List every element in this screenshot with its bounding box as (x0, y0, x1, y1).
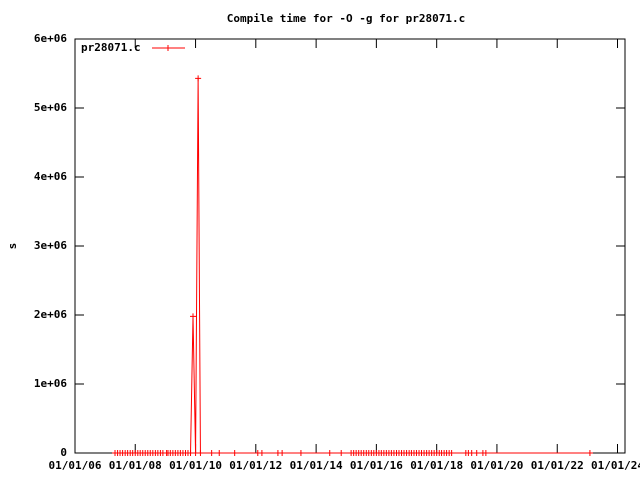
point (473, 450, 480, 456)
y-tick-label: 4e+06 (34, 170, 67, 183)
x-tick-label: 01/01/08 (109, 459, 162, 472)
point (197, 450, 204, 456)
point (195, 75, 202, 82)
point (216, 450, 223, 456)
point (258, 450, 265, 456)
y-tick-label: 6e+06 (34, 32, 67, 45)
point (448, 450, 455, 456)
y-tick-label: 1e+06 (34, 377, 67, 390)
point (482, 450, 489, 456)
x-tick-label: 01/01/12 (229, 459, 282, 472)
point (326, 450, 333, 456)
y-tick-label: 0 (60, 446, 67, 459)
legend-marker (165, 45, 171, 51)
point (208, 450, 215, 456)
x-tick-label: 01/01/06 (49, 459, 102, 472)
x-tick-label: 01/01/24 (591, 459, 640, 472)
point (190, 313, 197, 320)
chart-title: Compile time for -O -g for pr28071.c (227, 12, 465, 25)
y-axis-label: s (6, 243, 19, 250)
x-tick-label: 01/01/10 (169, 459, 222, 472)
point (586, 450, 593, 456)
point (231, 450, 238, 456)
x-tick-label: 01/01/22 (531, 459, 584, 472)
y-tick-label: 2e+06 (34, 308, 67, 321)
plot-frame (74, 38, 626, 454)
point (187, 450, 194, 456)
y-tick-label: 3e+06 (34, 239, 67, 252)
point (338, 450, 345, 456)
x-tick-label: 01/01/16 (350, 459, 403, 472)
point (297, 450, 304, 456)
x-tick-label: 01/01/20 (470, 459, 523, 472)
point (468, 450, 475, 456)
x-tick-label: 01/01/14 (290, 459, 343, 472)
legend-label: pr28071.c (81, 41, 141, 54)
y-tick-label: 5e+06 (34, 101, 67, 114)
point (279, 450, 286, 456)
x-tick-label: 01/01/18 (410, 459, 463, 472)
series-line (115, 78, 590, 454)
